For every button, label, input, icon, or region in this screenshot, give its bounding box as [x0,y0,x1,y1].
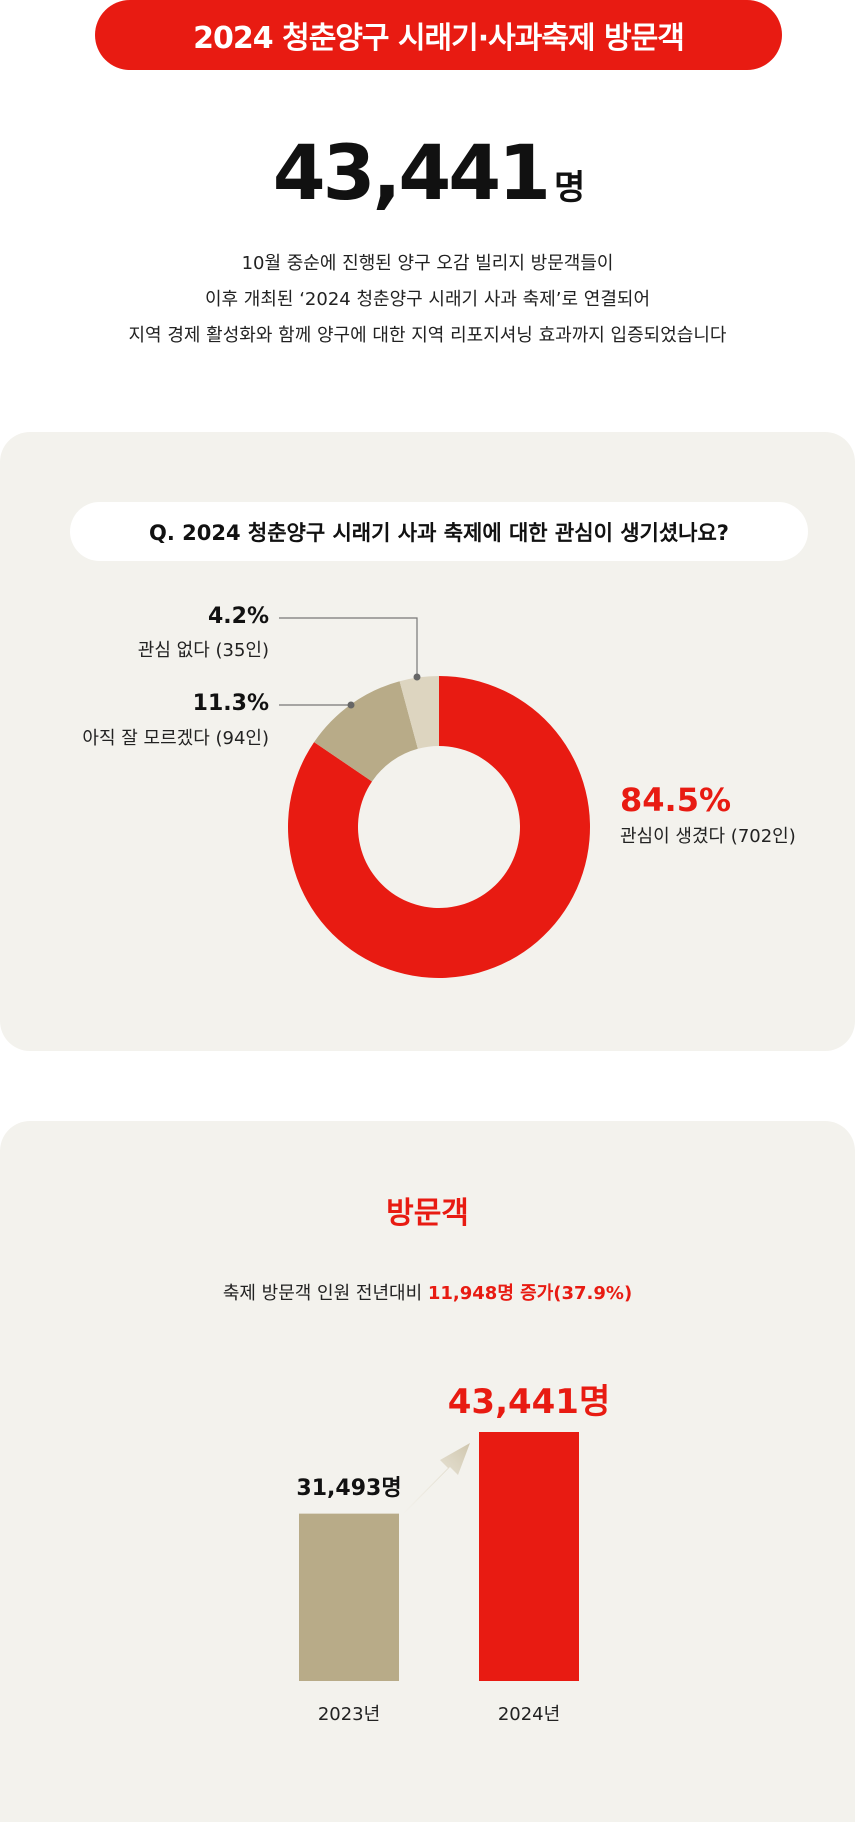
bar-value-2023: 31,493명 [296,1476,402,1501]
bar-category-2023: 2023년 [317,1704,381,1725]
headline-number: 43,441 [272,128,551,217]
description: 10월 중순에 진행된 양구 오감 빌리지 방문객들이 이후 개최된 ‘2024… [0,246,855,354]
growth-arrow-icon [401,1443,470,1515]
slice-interested [287,676,590,979]
bar-value-2024: 43,441명 [447,1382,611,1422]
slice-pct-no-interest: 4.2% [207,604,269,629]
leader-dot [347,701,355,709]
slice-label-unsure: 아직 잘 모르겠다 (94인) [82,728,269,749]
visitors-panel [0,1121,855,1822]
slice-no-interest [399,676,439,749]
subtitle-highlight: 11,948명 증가(37.9%) [427,1283,633,1304]
visitors-subtitle: 축제 방문객 인원 전년대비 11,948명 증가(37.9%) [0,1279,855,1305]
headline-total: 43,441 명 [0,128,855,217]
slice-pct-unsure: 11.3% [192,691,269,716]
slice-pct-interested: 84.5% [620,781,732,819]
subtitle-text: 축제 방문객 인원 전년대비 [222,1283,428,1304]
headline-unit: 명 [554,168,585,208]
bar-category-2024: 2024년 [497,1704,561,1725]
visitors-title: 방문객 [386,1196,469,1231]
leader-line-4-2 [279,617,418,677]
slice-unsure [314,681,418,782]
title-banner: 2024 청춘양구 시래기·사과축제 방문객 [95,0,782,70]
survey-question: Q. 2024 청춘양구 시래기 사과 축제에 대한 관심이 생기셨나요? [70,502,808,561]
bar-2023 [299,1513,399,1681]
description-line: 10월 중순에 진행된 양구 오감 빌리지 방문객들이 [241,253,614,274]
description-line: 지역 경제 활성화와 함께 양구에 대한 지역 리포지셔닝 효과까지 입증되었습… [128,325,727,346]
slice-label-no-interest: 관심 없다 (35인) [137,640,269,661]
bar-2024 [479,1431,579,1681]
leader-dot [413,673,421,681]
description-line: 이후 개최된 ‘2024 청춘양구 시래기 사과 축제’로 연결되어 [204,289,651,310]
slice-label-interested: 관심이 생겼다 (702인) [620,826,796,847]
